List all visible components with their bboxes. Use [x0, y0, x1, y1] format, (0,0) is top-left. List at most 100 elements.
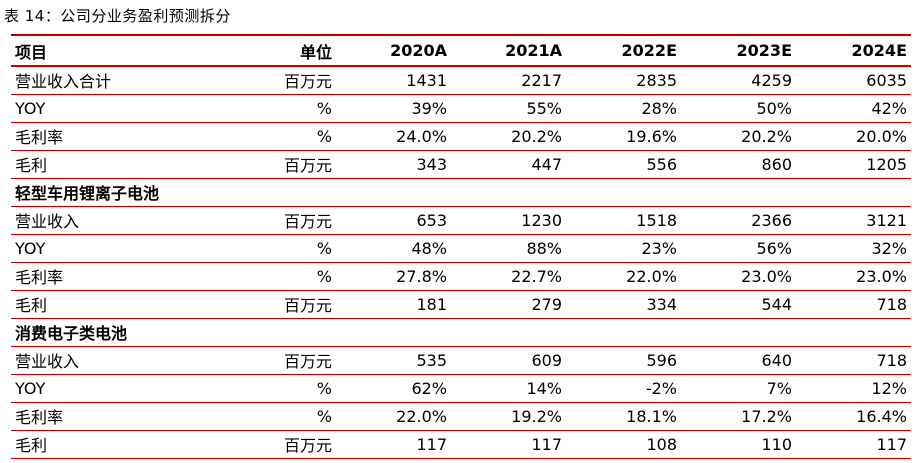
header-unit: 单位 — [299, 42, 332, 62]
row-unit: % — [316, 126, 332, 146]
table-row: 毛利 百万元 181 279 334 544 718 — [11, 290, 911, 318]
row-value: 6035 — [866, 70, 907, 90]
table-row: 毛利 百万元 343 447 556 860 1205 — [11, 150, 911, 178]
row-value: 18.1% — [626, 406, 677, 426]
row-value: 117 — [531, 434, 562, 454]
table-row: 营业收入 百万元 653 1230 1518 2366 3121 — [11, 206, 911, 234]
row-item: 毛利 — [15, 436, 48, 455]
row-unit: % — [316, 98, 332, 118]
row-item: 毛利率 — [15, 128, 64, 147]
row-item: 营业收入 — [15, 212, 80, 231]
table-body: 营业收入合计 百万元 1431 2217 2835 4259 6035 YOY% 39% 55% 2… — [11, 66, 911, 458]
row-value: 1205 — [866, 154, 907, 174]
row-value: 334 — [646, 294, 677, 314]
header-row: 项目 单位 2020A 2021A 2022E 2023E 2024E — [11, 35, 911, 66]
row-item: 营业收入 — [15, 352, 80, 371]
row-value: 596 — [646, 350, 677, 370]
row-value: 32% — [871, 238, 907, 258]
row-value: 108 — [646, 434, 677, 454]
row-value: 55% — [526, 98, 562, 118]
row-value: 609 — [531, 350, 562, 370]
row-value: 39% — [411, 98, 447, 118]
header-year: 2022E — [621, 41, 677, 60]
row-value: 22.0% — [396, 406, 447, 426]
row-value: 42% — [871, 98, 907, 118]
table-row: 毛利率% 27.8% 22.7% 22.0% 23.0% 23.0% — [11, 262, 911, 290]
row-value: 718 — [876, 294, 907, 314]
header-year: 2021A — [505, 41, 562, 60]
row-value: 20.2% — [511, 126, 562, 146]
row-value: 20.2% — [741, 126, 792, 146]
row-item: 营业收入合计 — [15, 72, 112, 92]
row-value: 62% — [411, 378, 447, 398]
row-value: 2835 — [636, 70, 677, 90]
row-unit: 百万元 — [283, 296, 332, 315]
row-value: 22.0% — [626, 266, 677, 286]
row-value: 16.4% — [856, 406, 907, 426]
row-value: 23.0% — [856, 266, 907, 286]
row-unit: % — [316, 406, 332, 426]
row-value: 14% — [526, 378, 562, 398]
row-value: 1431 — [406, 70, 447, 90]
row-unit: 百万元 — [283, 352, 332, 371]
row-unit: 百万元 — [283, 156, 332, 175]
row-value: 181 — [416, 294, 447, 314]
row-value: 48% — [411, 238, 447, 258]
row-value: 4259 — [751, 70, 792, 90]
header-year: 2023E — [736, 41, 792, 60]
header-item: 项目 — [15, 42, 48, 62]
section-row: 消费电子类电池 — [11, 318, 911, 346]
row-value: 50% — [756, 98, 792, 118]
row-item: 毛利 — [15, 156, 48, 175]
table-row: 毛利率% 24.0% 20.2% 19.6% 20.2% 20.0% — [11, 122, 911, 150]
table-caption: 表 14：公司分业务盈利预测拆分 — [4, 7, 231, 25]
header-year: 2024E — [851, 41, 907, 60]
table-row: 毛利率% 22.0% 19.2% 18.1% 17.2% 16.4% — [11, 402, 911, 430]
section-title: 消费电子类电池 — [15, 324, 128, 343]
row-item: 毛利率 — [15, 408, 64, 427]
row-value: 279 — [531, 294, 562, 314]
row-value: 556 — [646, 154, 677, 174]
row-value: 653 — [416, 210, 447, 230]
row-value: 447 — [531, 154, 562, 174]
row-unit: % — [316, 266, 332, 286]
table-row: 毛利 百万元 117 117 108 110 117 — [11, 430, 911, 458]
forecast-table: 项目 单位 2020A 2021A 2022E 2023E 2024E 营业收入… — [11, 34, 911, 459]
row-value: 23% — [641, 238, 677, 258]
table-row: 营业收入 百万元 535 609 596 640 718 — [11, 346, 911, 374]
row-item: 毛利率 — [15, 268, 64, 287]
row-value: 117 — [876, 434, 907, 454]
row-unit: % — [316, 378, 332, 398]
row-value: 110 — [761, 434, 792, 454]
table-row: 营业收入合计 百万元 1431 2217 2835 4259 6035 — [11, 66, 911, 94]
row-unit: 百万元 — [283, 72, 332, 92]
row-item: YOY — [15, 238, 46, 258]
header-year: 2020A — [390, 41, 447, 60]
row-unit: 百万元 — [283, 212, 332, 231]
row-value: 718 — [876, 350, 907, 370]
row-value: 117 — [416, 434, 447, 454]
row-value: 20.0% — [856, 126, 907, 146]
row-value: 12% — [871, 378, 907, 398]
row-value: 27.8% — [396, 266, 447, 286]
row-value: 860 — [761, 154, 792, 174]
row-unit: % — [316, 238, 332, 258]
row-value: 22.7% — [511, 266, 562, 286]
row-value: 2217 — [521, 70, 562, 90]
row-value: 17.2% — [741, 406, 792, 426]
row-value: 24.0% — [396, 126, 447, 146]
row-unit: 百万元 — [283, 436, 332, 455]
row-value: 1230 — [521, 210, 562, 230]
section-row: 轻型车用锂离子电池 — [11, 178, 911, 206]
row-value: 535 — [416, 350, 447, 370]
row-value: 343 — [416, 154, 447, 174]
row-value: 3121 — [866, 210, 907, 230]
row-item: YOY — [15, 98, 46, 118]
table-row: YOY% 48% 88% 23% 56% 32% — [11, 234, 911, 262]
row-value: 88% — [526, 238, 562, 258]
table-row: YOY% 39% 55% 28% 50% 42% — [11, 94, 911, 122]
row-item: 毛利 — [15, 296, 48, 315]
row-value: 56% — [756, 238, 792, 258]
row-value: 2366 — [751, 210, 792, 230]
row-value: 640 — [761, 350, 792, 370]
